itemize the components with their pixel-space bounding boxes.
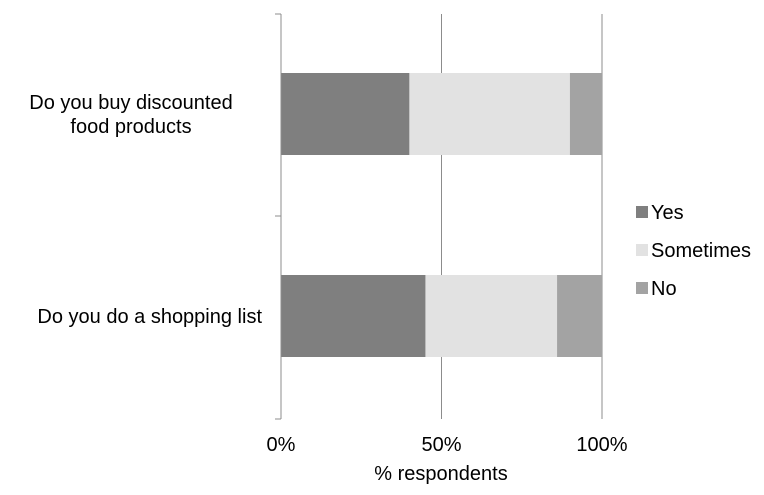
x-tick-label: 0% <box>267 434 296 456</box>
legend-label: No <box>651 278 677 300</box>
category-label: food products <box>70 116 191 138</box>
bar-yes <box>281 73 410 155</box>
category-label: Do you buy discounted <box>29 92 232 114</box>
bar-sometimes <box>425 275 558 357</box>
bar-sometimes <box>409 73 570 155</box>
axes <box>275 13 282 420</box>
legend-swatch <box>636 244 648 256</box>
x-axis-title: % respondents <box>374 463 507 485</box>
bar-no <box>557 275 602 357</box>
legend-label: Sometimes <box>651 240 751 262</box>
bars <box>281 73 602 357</box>
x-tick-label: 50% <box>421 434 461 456</box>
x-tick-label: 100% <box>576 434 627 456</box>
category-label: Do you do a shopping list <box>37 306 262 328</box>
bar-yes <box>281 275 426 357</box>
bar-no <box>569 73 602 155</box>
legend: Yes Sometimes No <box>636 202 751 300</box>
legend-swatch <box>636 206 648 218</box>
legend-label: Yes <box>651 202 684 224</box>
legend-swatch <box>636 282 648 294</box>
